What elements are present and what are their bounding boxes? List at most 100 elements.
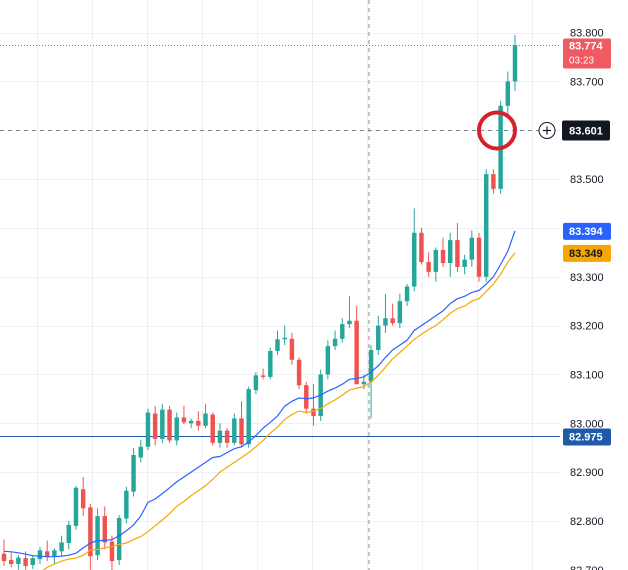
candle-body (224, 430, 230, 443)
candle-body (30, 558, 36, 565)
price-tick-label: 83.500 (570, 174, 604, 186)
candle-body (152, 413, 158, 439)
candle-body (260, 375, 266, 377)
candlestick-series (1, 34, 518, 570)
candle-body (491, 174, 496, 189)
candle-body (239, 418, 244, 445)
candle-body (1, 553, 7, 562)
candle-body (167, 409, 172, 441)
candle-body (347, 320, 352, 325)
candle-body (217, 430, 223, 443)
price-tick-label: 83.800 (570, 28, 604, 40)
candle-body (66, 524, 72, 543)
ma-blue-line (3, 230, 516, 558)
circle-marker[interactable] (477, 110, 517, 151)
ma-orange-line (42, 252, 516, 570)
candle-body (512, 45, 518, 82)
candle-body (505, 81, 511, 106)
ma-blue-value-label: 83.394 (569, 226, 604, 238)
hline-tag: 82.975 (563, 428, 611, 446)
price-tick-label: 83.200 (570, 321, 604, 333)
price-tick-label: 82.700 (570, 565, 604, 570)
chart-grid (0, 0, 560, 570)
price-tick-label: 82.900 (570, 467, 604, 479)
candle-body (361, 381, 367, 385)
candle-body (289, 338, 295, 360)
candle-body (376, 325, 381, 351)
candle-body (203, 413, 208, 426)
candle-body (102, 516, 107, 543)
candle-body (469, 237, 475, 260)
price-tick-label: 83.000 (570, 418, 604, 430)
candle-body (455, 240, 460, 267)
candle-body (397, 301, 403, 324)
candle-body (73, 487, 79, 526)
bar-countdown-label: 03:23 (569, 56, 594, 67)
candle-body (52, 550, 57, 557)
candle-body (116, 518, 122, 561)
candle-body (383, 318, 388, 326)
hline-price-label: 82.975 (569, 432, 603, 444)
candle-body (44, 551, 50, 558)
candle-body (109, 541, 115, 562)
price-axis-ticks: 83.800 83.700 83.500 83.300 83.200 83.100 83.0… (570, 28, 604, 570)
crosshair-price-tag: 83.601 (538, 120, 610, 141)
price-tick-label: 83.100 (570, 369, 604, 381)
candle-body (174, 417, 179, 441)
candle-body (268, 351, 273, 377)
candle-body (188, 420, 194, 424)
candle-body (210, 414, 215, 443)
candle-body (196, 420, 201, 426)
ma-orange-value-label: 83.349 (569, 248, 603, 260)
candle-body (390, 318, 395, 324)
candle-body (296, 359, 302, 386)
candle-body (253, 375, 259, 391)
candle-body (354, 320, 359, 385)
ma-blue-tag-bg (563, 222, 611, 240)
candle-body (124, 490, 129, 519)
candle-body (404, 286, 410, 302)
candle-body (275, 339, 280, 352)
candle-body (340, 324, 345, 339)
candle-body (145, 412, 151, 447)
candle-body (16, 557, 21, 564)
candle-body (282, 337, 287, 340)
candle-body (447, 240, 453, 264)
candle-body (138, 446, 143, 458)
candle-body (181, 417, 187, 423)
candle-body (8, 560, 14, 564)
candle-body (246, 389, 251, 445)
candle-body (433, 249, 439, 272)
candle-body (304, 385, 309, 409)
crosshair-price-label: 83.601 (569, 126, 603, 138)
ma-orange-tag-bg (563, 244, 611, 262)
candle-body (426, 262, 431, 272)
candle-body (412, 232, 417, 287)
candle-body (325, 346, 331, 375)
candle-body (462, 259, 467, 267)
candle-body (59, 542, 64, 552)
candle-body (368, 350, 374, 382)
candle-body (311, 408, 316, 416)
candle-body (80, 489, 86, 509)
candle-body (160, 409, 165, 439)
last-price-tag: 83.774 03:23 (563, 38, 611, 69)
candle-body (95, 516, 100, 556)
crosshair-tag-bg (562, 120, 610, 141)
last-price-label: 83.774 (569, 41, 604, 53)
price-tick-label: 83.700 (570, 76, 604, 88)
ma-orange-tag: 83.349 (563, 244, 611, 262)
price-tick-label: 83.300 (570, 272, 604, 284)
last-price-tag-bg (563, 38, 611, 69)
candle-body (476, 237, 482, 277)
candle-body (88, 507, 93, 557)
candle-body (440, 249, 446, 264)
candle-body (483, 174, 489, 277)
candle-body (23, 558, 28, 566)
candle-body (232, 418, 237, 443)
candle-body (131, 455, 136, 492)
hline-tag-bg (563, 428, 611, 446)
ma-blue-tag: 83.394 (563, 222, 611, 240)
candle-body (37, 550, 43, 560)
